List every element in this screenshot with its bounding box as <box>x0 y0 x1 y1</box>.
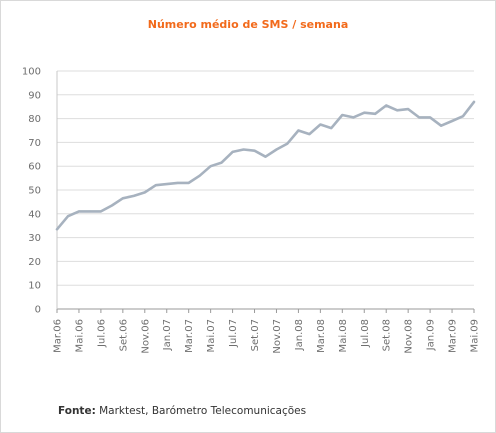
data-point <box>242 148 245 151</box>
x-tick-label: Mar.09 <box>448 319 459 353</box>
x-tick-label: Mai.08 <box>338 319 349 352</box>
data-point <box>121 197 124 200</box>
data-point <box>231 150 234 153</box>
x-tick-label: Jan.08 <box>294 319 305 351</box>
data-point <box>154 184 157 187</box>
series-line <box>55 100 476 231</box>
data-point <box>176 181 179 184</box>
chart-title: Número médio de SMS / semana <box>147 18 349 31</box>
x-tick-label: Mar.08 <box>316 319 327 353</box>
data-point <box>374 112 377 115</box>
y-tick-label: 90 <box>28 90 41 101</box>
data-point <box>429 116 432 119</box>
y-tick-label: 20 <box>28 257 41 268</box>
data-point <box>451 119 454 122</box>
y-tick-label: 10 <box>28 281 41 292</box>
x-tick-label: Set.07 <box>250 319 261 351</box>
data-point <box>319 123 322 126</box>
data-point <box>77 210 80 213</box>
data-point <box>275 148 278 151</box>
y-tick-label: 50 <box>28 186 41 197</box>
data-point <box>473 100 475 103</box>
x-tick-label: Nov.06 <box>140 319 151 354</box>
data-point <box>330 127 333 130</box>
data-point <box>209 165 212 168</box>
data-point <box>363 111 366 114</box>
data-point <box>198 174 201 177</box>
y-tick-label: 40 <box>28 209 41 220</box>
data-point <box>56 228 58 231</box>
grid-lines <box>57 70 474 286</box>
data-point <box>385 104 388 107</box>
data-point <box>187 181 190 184</box>
x-tick-label: Jan.09 <box>426 319 437 351</box>
source-label: Fonte: <box>58 405 96 417</box>
data-point <box>341 114 344 117</box>
y-tick-label: 60 <box>28 162 41 173</box>
y-tick-label: 100 <box>22 67 41 78</box>
x-tick-label: Jan.07 <box>162 319 173 351</box>
x-tick-label: Jul.08 <box>360 319 371 348</box>
data-point <box>143 191 146 194</box>
source-note: Fonte: Marktest, Barómetro Telecomunicaç… <box>58 405 306 417</box>
data-point <box>110 204 113 207</box>
data-point <box>99 210 102 213</box>
y-tick-label: 30 <box>28 233 41 244</box>
x-tick-label: Set.08 <box>382 319 393 351</box>
series-group <box>55 100 476 231</box>
data-point <box>165 183 168 186</box>
x-tick-label: Mai.07 <box>206 319 217 352</box>
y-axis-ticks: 0 10 20 30 40 50 60 70 80 90 100 <box>22 67 41 316</box>
data-point <box>396 109 399 112</box>
x-tick-label: Nov.08 <box>404 319 415 354</box>
x-tick-label: Mai.06 <box>74 319 85 352</box>
data-point <box>132 194 135 197</box>
data-point <box>297 129 300 132</box>
x-tick-label: Set.06 <box>118 319 129 351</box>
data-point <box>440 124 443 127</box>
source-text: Marktest, Barómetro Telecomunicações <box>95 405 307 417</box>
data-point <box>308 133 311 136</box>
y-tick-label: 70 <box>28 138 41 149</box>
data-point <box>66 215 69 218</box>
data-point <box>88 210 91 213</box>
x-tick-label: Mar.07 <box>184 319 195 353</box>
x-tick-label: Mar.06 <box>53 319 64 353</box>
data-point <box>407 108 410 111</box>
y-tick-label: 0 <box>35 305 41 316</box>
data-point <box>264 155 267 158</box>
y-tick-label: 80 <box>28 114 41 125</box>
x-tick-label: Mai.09 <box>470 319 481 352</box>
x-axis-ticks: Mar.06 Mai.06 Jul.06 Set.06 Nov.06 Jan.07 Mar.… <box>53 309 481 354</box>
data-point <box>418 116 421 119</box>
data-point <box>462 115 465 118</box>
x-tick-label: Jul.06 <box>96 319 107 348</box>
data-point <box>286 142 289 145</box>
data-point <box>352 116 355 119</box>
data-point <box>253 149 256 152</box>
x-tick-label: Nov.07 <box>272 319 283 354</box>
data-point <box>220 161 223 164</box>
x-tick-label: Jul.07 <box>228 319 239 348</box>
